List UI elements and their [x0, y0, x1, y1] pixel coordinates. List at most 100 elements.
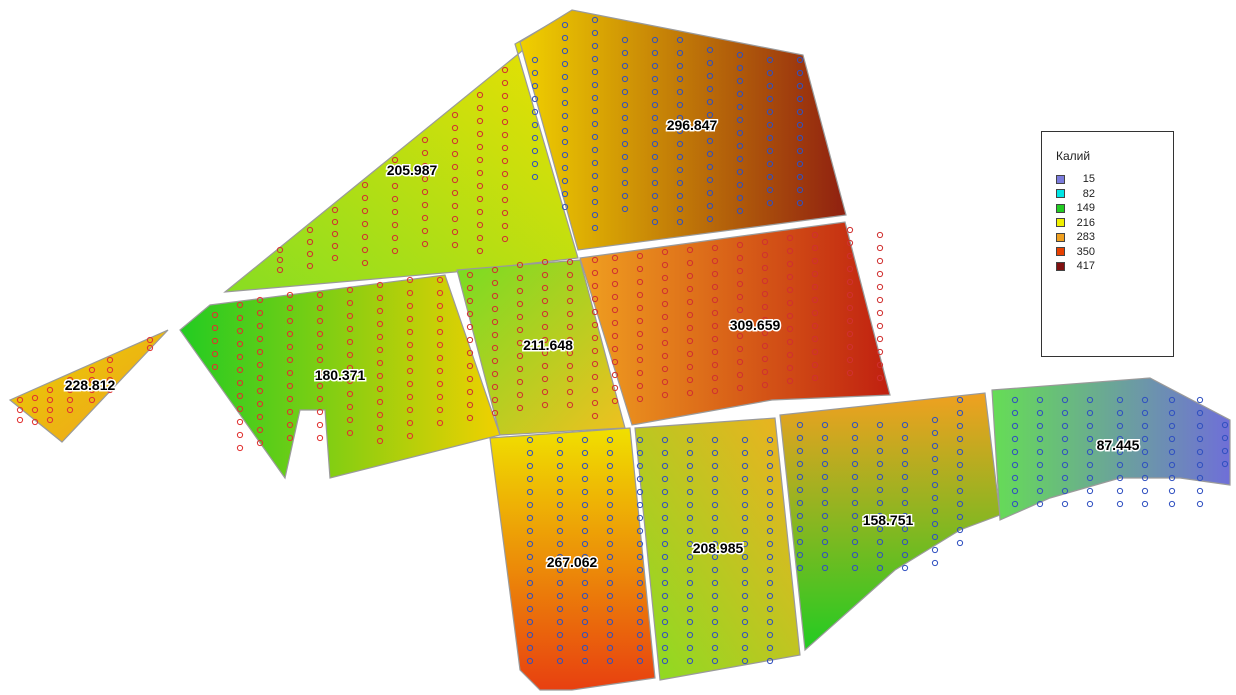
sample-point: [306, 262, 314, 270]
sample-point: [526, 566, 534, 574]
sample-point: [1086, 409, 1094, 417]
sample-point: [621, 192, 629, 200]
legend-item: 82: [1056, 188, 1095, 200]
sample-point: [636, 657, 644, 665]
sample-point: [621, 49, 629, 57]
sample-point: [476, 143, 484, 151]
sample-point: [236, 418, 244, 426]
sample-point: [901, 564, 909, 572]
sample-point: [491, 266, 499, 274]
legend-value: 149: [1076, 202, 1095, 214]
sample-point: [786, 377, 794, 385]
sample-point: [706, 215, 714, 223]
sample-point: [436, 315, 444, 323]
sample-point: [1011, 396, 1019, 404]
sample-point: [526, 527, 534, 535]
sample-point: [931, 429, 939, 437]
sample-point: [66, 376, 74, 384]
sample-point: [516, 404, 524, 412]
sample-point: [711, 501, 719, 509]
sample-point: [491, 331, 499, 339]
sample-point: [786, 364, 794, 372]
sample-point: [531, 173, 539, 181]
sample-point: [676, 153, 684, 161]
sample-point: [811, 244, 819, 252]
sample-point: [661, 501, 669, 509]
sample-point: [821, 486, 829, 494]
sample-point: [931, 442, 939, 450]
sample-point: [1116, 448, 1124, 456]
sample-point: [636, 356, 644, 364]
sample-point: [256, 296, 264, 304]
sample-point: [706, 137, 714, 145]
sample-point: [931, 455, 939, 463]
sample-point: [846, 356, 854, 364]
sample-point: [466, 401, 474, 409]
sample-point: [766, 56, 774, 64]
sample-point: [736, 293, 744, 301]
sample-point: [636, 395, 644, 403]
sample-point: [556, 436, 564, 444]
sample-point: [1011, 435, 1019, 443]
sample-point: [676, 49, 684, 57]
sample-point: [766, 488, 774, 496]
sample-point: [1168, 461, 1176, 469]
sample-point: [1196, 422, 1204, 430]
sample-point: [606, 475, 614, 483]
sample-point: [846, 291, 854, 299]
sample-point: [256, 335, 264, 343]
sample-point: [566, 323, 574, 331]
sample-point: [876, 525, 884, 533]
sample-point: [661, 605, 669, 613]
sample-point: [621, 153, 629, 161]
sample-point: [846, 369, 854, 377]
sample-point: [591, 386, 599, 394]
sample-point: [736, 306, 744, 314]
sample-point: [501, 105, 509, 113]
sample-point: [31, 406, 39, 414]
sample-point: [686, 272, 694, 280]
sample-point: [621, 75, 629, 83]
sample-point: [516, 365, 524, 373]
sample-point: [651, 166, 659, 174]
sample-point: [376, 385, 384, 393]
sample-point: [541, 362, 549, 370]
sample-point: [406, 289, 414, 297]
sample-point: [686, 527, 694, 535]
sample-point: [501, 118, 509, 126]
sample-point: [591, 68, 599, 76]
sample-point: [561, 34, 569, 42]
sample-point: [406, 276, 414, 284]
field-value-label: 205.987: [387, 162, 438, 178]
sample-point: [476, 234, 484, 242]
sample-point: [376, 307, 384, 315]
sample-point: [346, 299, 354, 307]
sample-point: [621, 88, 629, 96]
sample-point: [146, 344, 154, 352]
sample-point: [686, 605, 694, 613]
sample-point: [286, 421, 294, 429]
sample-point: [501, 66, 509, 74]
sample-point: [211, 324, 219, 332]
sample-point: [736, 267, 744, 275]
sample-point: [531, 147, 539, 155]
sample-point: [661, 488, 669, 496]
sample-point: [581, 488, 589, 496]
sample-point: [876, 257, 884, 265]
sample-point: [1061, 396, 1069, 404]
sample-point: [591, 94, 599, 102]
sample-point: [661, 540, 669, 548]
sample-point: [1086, 474, 1094, 482]
sample-point: [236, 405, 244, 413]
sample-point: [956, 513, 964, 521]
sample-point: [566, 401, 574, 409]
sample-point: [476, 169, 484, 177]
sample-point: [876, 447, 884, 455]
sample-point: [606, 592, 614, 600]
sample-point: [1011, 487, 1019, 495]
sample-point: [256, 439, 264, 447]
sample-point: [761, 238, 769, 246]
sample-point: [561, 164, 569, 172]
sample-point: [581, 449, 589, 457]
sample-point: [516, 391, 524, 399]
